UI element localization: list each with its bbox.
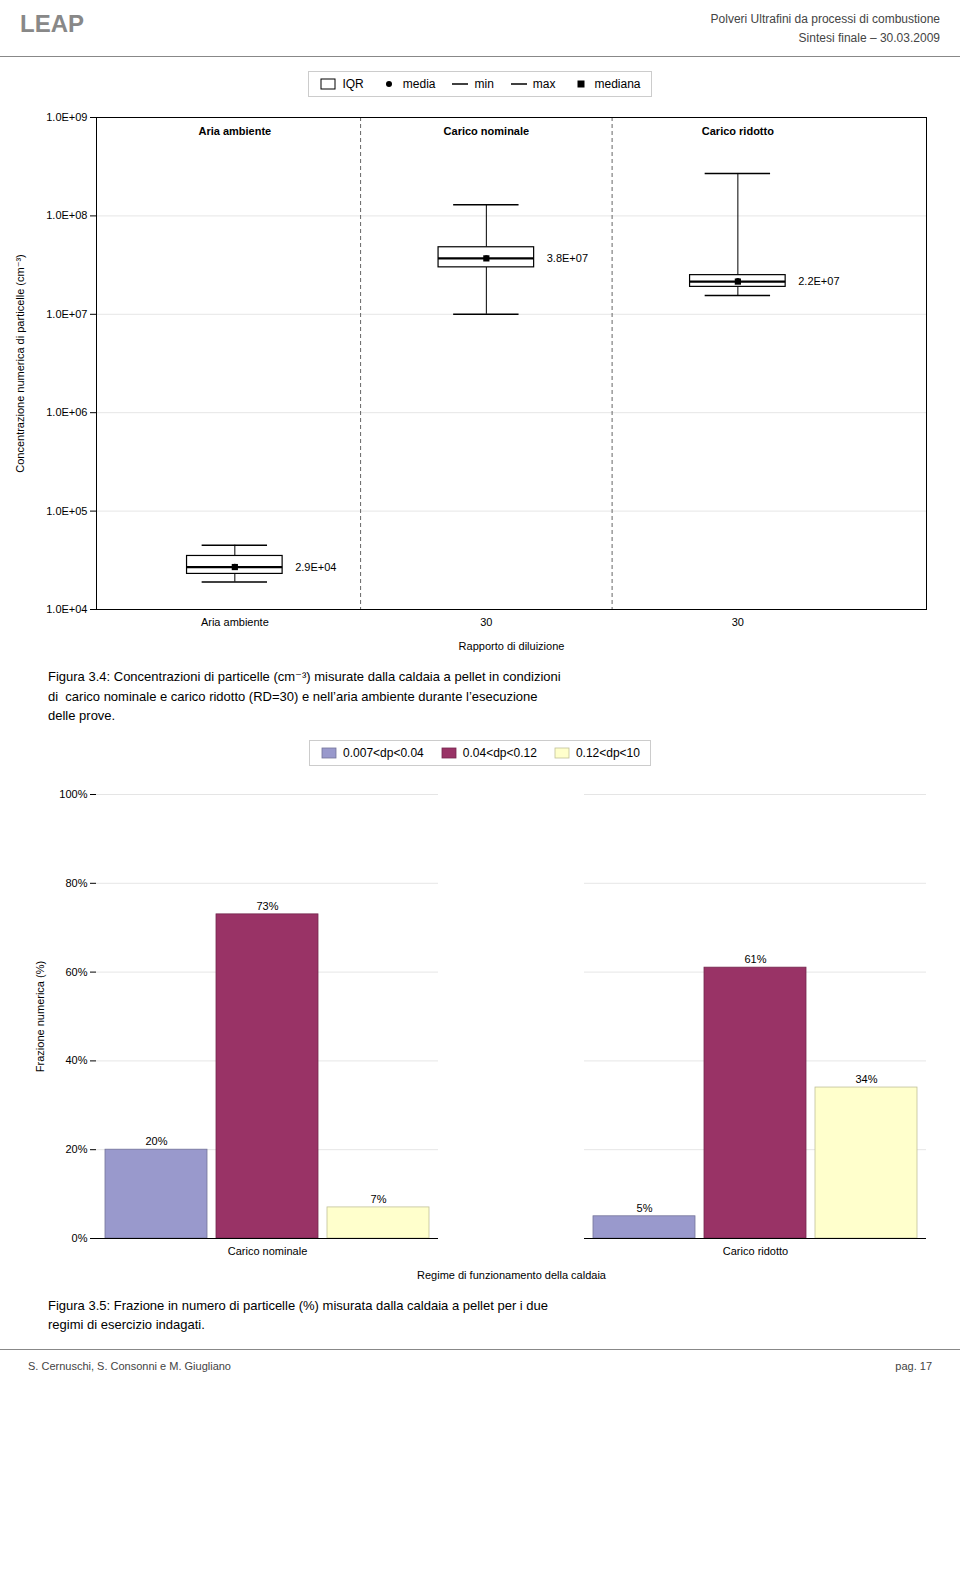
svg-text:1.0E+04: 1.0E+04	[46, 603, 87, 615]
svg-text:1.0E+09: 1.0E+09	[46, 111, 87, 123]
html-text:Figura 3.4: Concentrazioni di: Figura 3.4: Concentrazioni di particelle…	[48, 669, 561, 724]
svg-text:2.9E+04: 2.9E+04	[295, 561, 336, 573]
svg-text:1.0E+07: 1.0E+07	[46, 308, 87, 320]
svg-text:30: 30	[732, 617, 744, 629]
svg-text:Regime di funzionamento della: Regime di funzionamento della caldaia	[417, 1268, 607, 1280]
svg-text:1.0E+08: 1.0E+08	[46, 210, 87, 222]
svg-text:80%: 80%	[65, 877, 87, 889]
svg-text:Rapporto di diluizione: Rapporto di diluizione	[459, 640, 565, 652]
html-text:IQR: IQR	[342, 77, 364, 92]
svg-text:Carico ridotto: Carico ridotto	[723, 1245, 788, 1257]
svg-text:1.0E+06: 1.0E+06	[46, 407, 87, 419]
svg-text:40%: 40%	[65, 1054, 87, 1066]
html-text:0.007<dp<0.04: 0.007<dp<0.04	[343, 745, 424, 760]
html-text:S. Cernuschi, S. Consonni e M.: S. Cernuschi, S. Consonni e M. Giugliano	[28, 1359, 231, 1372]
svg-text:60%: 60%	[65, 965, 87, 977]
html-text:0.04<dp<0.12: 0.04<dp<0.12	[462, 745, 537, 760]
svg-text:Frazione numerica (%): Frazione numerica (%)	[34, 961, 46, 1072]
svg-text:Aria ambiente: Aria ambiente	[198, 126, 271, 138]
svg-text:34%: 34%	[855, 1073, 877, 1085]
html-text:Polveri Ultrafini da processi: Polveri Ultrafini da processi di combust…	[710, 12, 940, 26]
svg-text:5%: 5%	[637, 1202, 653, 1214]
svg-text:2.2E+07: 2.2E+07	[798, 275, 839, 287]
html-text:pag. 17: pag. 17	[895, 1359, 932, 1372]
svg-text:73%: 73%	[256, 900, 278, 912]
html-text:min: min	[474, 77, 494, 92]
svg-text:0%: 0%	[72, 1232, 88, 1244]
svg-text:20%: 20%	[65, 1143, 87, 1155]
html-text:mediana: mediana	[594, 77, 641, 92]
html-text:media: media	[402, 77, 436, 92]
html-text:Figura 3.5: Frazione in numero: Figura 3.5: Frazione in numero di partic…	[48, 1297, 548, 1333]
svg-text:Concentrazione numerica di par: Concentrazione numerica di particelle (c…	[14, 255, 26, 474]
html-text:Sintesi finale – 30.03.2009: Sintesi finale – 30.03.2009	[798, 31, 940, 46]
svg-text:3.8E+07: 3.8E+07	[547, 252, 588, 264]
html-text:max: max	[532, 77, 556, 92]
svg-text:61%: 61%	[744, 953, 766, 965]
svg-text:30: 30	[480, 617, 492, 629]
svg-text:20%: 20%	[145, 1135, 167, 1147]
svg-text:Aria ambiente: Aria ambiente	[201, 617, 269, 629]
svg-text:1.0E+05: 1.0E+05	[46, 505, 87, 517]
html-text:0.12<dp<10: 0.12<dp<10	[575, 745, 640, 760]
svg-text:Carico ridotto: Carico ridotto	[702, 126, 774, 138]
svg-text:Carico nominale: Carico nominale	[444, 126, 530, 138]
svg-text:100%: 100%	[59, 788, 87, 800]
svg-text:Carico nominale: Carico nominale	[228, 1245, 307, 1257]
svg-text:7%: 7%	[371, 1193, 387, 1205]
html-text:LEAP: LEAP	[20, 10, 84, 37]
